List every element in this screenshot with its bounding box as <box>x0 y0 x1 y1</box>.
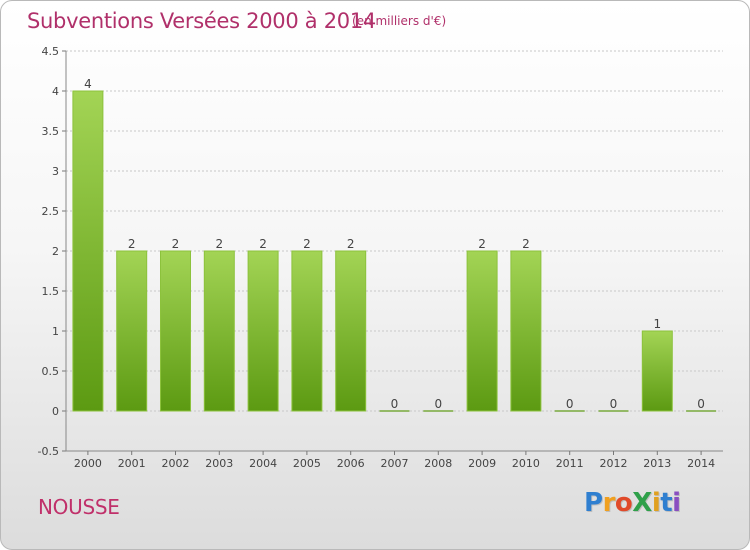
x-tick-label: 2012 <box>600 457 628 470</box>
data-label: 2 <box>172 237 180 251</box>
y-tick-label: 4 <box>52 85 59 98</box>
data-label: 1 <box>653 317 661 331</box>
commune-name: NOUSSE <box>38 495 120 519</box>
data-label: 2 <box>303 237 311 251</box>
data-label: 0 <box>566 397 574 411</box>
x-tick-label: 2014 <box>687 457 715 470</box>
bar <box>641 330 673 412</box>
bar <box>72 90 104 412</box>
bar <box>554 410 585 412</box>
x-tick-label: 2002 <box>162 457 190 470</box>
x-tick-label: 2010 <box>512 457 540 470</box>
y-tick-label: 0.5 <box>42 365 60 378</box>
data-label: 0 <box>434 397 442 411</box>
bar <box>160 250 191 412</box>
x-tick-label: 2007 <box>381 457 409 470</box>
x-tick-label: 2009 <box>468 457 496 470</box>
bar <box>116 250 148 412</box>
chart-title: Subventions Versées 2000 à 2014 <box>27 9 376 33</box>
y-tick-label: 1.5 <box>42 285 60 298</box>
bar <box>686 410 717 412</box>
x-tick-label: 2001 <box>118 457 146 470</box>
data-label: 0 <box>610 397 618 411</box>
x-tick-label: 2005 <box>293 457 321 470</box>
y-tick-label: 2.5 <box>42 205 60 218</box>
data-label: 2 <box>347 237 355 251</box>
bar <box>247 250 279 412</box>
x-tick-label: 2000 <box>74 457 102 470</box>
bar <box>379 410 410 412</box>
bar <box>510 250 542 412</box>
x-tick-label: 2008 <box>424 457 452 470</box>
x-tick-label: 2013 <box>643 457 671 470</box>
x-tick-label: 2004 <box>249 457 277 470</box>
y-tick-label: 4.5 <box>42 45 60 58</box>
y-tick-label: 1 <box>52 325 59 338</box>
y-tick-label: -0.5 <box>38 445 59 458</box>
x-tick-label: 2006 <box>337 457 365 470</box>
data-label: 0 <box>697 397 705 411</box>
data-label: 2 <box>478 237 486 251</box>
bar <box>335 250 367 412</box>
data-label: 0 <box>391 397 399 411</box>
data-label: 2 <box>522 237 530 251</box>
y-tick-label: 3.5 <box>42 125 60 138</box>
data-label: 2 <box>215 237 223 251</box>
y-tick-label: 2 <box>52 245 59 258</box>
x-tick-label: 2011 <box>556 457 584 470</box>
bar <box>203 250 235 412</box>
proxiti-logo: ProXiti <box>584 488 681 518</box>
bar <box>291 250 323 412</box>
bar <box>466 250 498 412</box>
y-tick-label: 3 <box>52 165 59 178</box>
data-label: 2 <box>259 237 267 251</box>
data-label: 2 <box>128 237 136 251</box>
x-tick-label: 2003 <box>205 457 233 470</box>
bar <box>423 410 454 412</box>
y-tick-label: 0 <box>52 405 59 418</box>
bar <box>598 410 629 412</box>
data-label: 4 <box>84 77 92 91</box>
chart-unit-label: (en milliers d'€) <box>352 14 447 28</box>
